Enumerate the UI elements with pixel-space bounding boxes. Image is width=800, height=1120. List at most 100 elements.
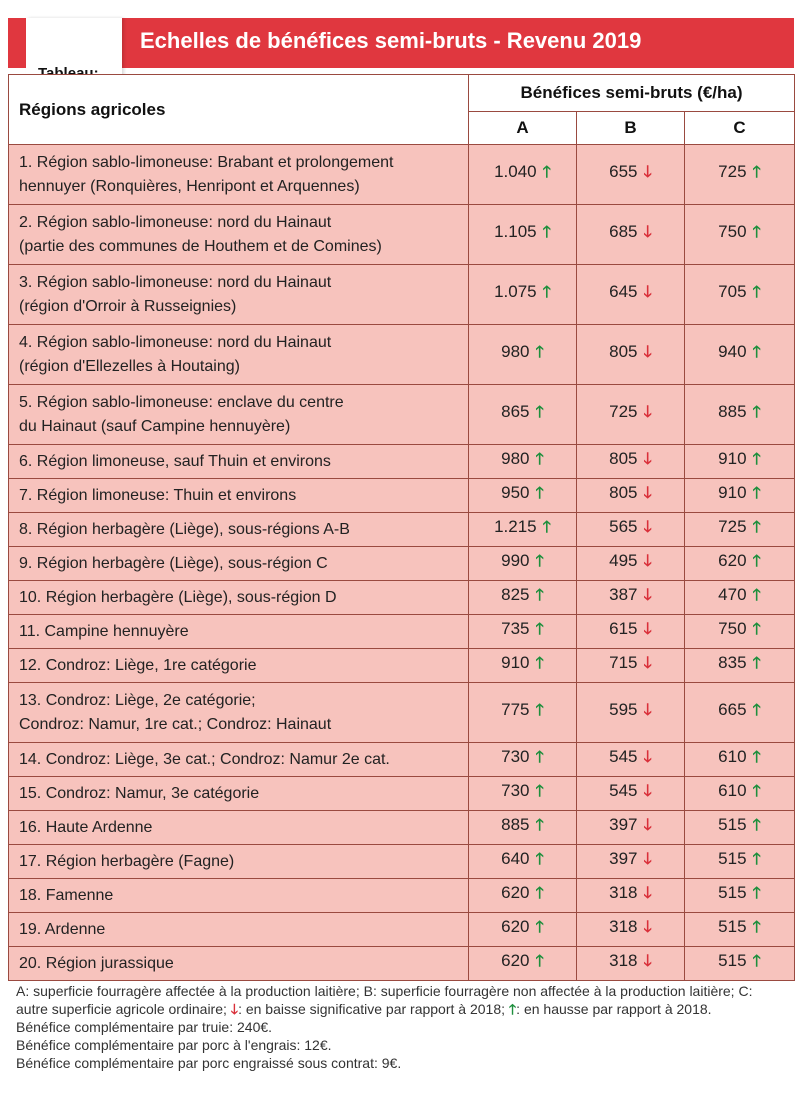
value-b: 685	[609, 222, 638, 241]
title-banner: Tableau: Echelles de bénéfices semi-brut…	[8, 18, 794, 88]
region-cell: 9. Région herbagère (Liège), sous-région…	[8, 546, 469, 581]
value-a: 825	[501, 585, 530, 604]
region-line: (région d'Ellezelles à Houtaing)	[19, 357, 240, 375]
value-cell-c: 885 🡑	[683, 384, 796, 445]
red-down-arrow-icon: 🡓	[643, 284, 652, 301]
value-cell-c: 515 🡑	[683, 912, 796, 947]
table-row: 2. Région sablo-limoneuse: nord du Haina…	[8, 204, 796, 265]
value-cell-a: 1.075 🡑	[468, 264, 577, 325]
region-cell: 18. Famenne	[8, 878, 469, 913]
region-line: 17. Région herbagère (Fagne)	[19, 852, 235, 870]
red-down-arrow-icon: 🡓	[643, 817, 652, 834]
footnotes: A: superficie fourragère affectée à la p…	[16, 982, 786, 1072]
value-c: 665	[718, 700, 747, 719]
region-line: 4. Région sablo-limoneuse: nord du Haina…	[19, 333, 332, 351]
value-a: 620	[501, 917, 530, 936]
value-cell-c: 620 🡑	[683, 546, 796, 581]
region-line: 18. Famenne	[19, 886, 114, 904]
value-cell-b: 685 🡓	[576, 204, 685, 265]
red-down-arrow-icon: 🡓	[643, 164, 652, 181]
region-cell: 17. Région herbagère (Fagne)	[8, 844, 469, 879]
red-down-arrow-icon: 🡓	[643, 519, 652, 536]
value-a: 980	[501, 342, 530, 361]
value-b: 495	[609, 551, 638, 570]
value-cell-b: 397 🡓	[576, 810, 685, 845]
region-line: 16. Haute Ardenne	[19, 818, 153, 836]
green-up-arrow-icon: 🡑	[542, 164, 551, 181]
value-cell-b: 545 🡓	[576, 742, 685, 777]
table-row: 1. Région sablo-limoneuse: Brabant et pr…	[8, 144, 796, 205]
green-up-arrow-icon: 🡑	[752, 164, 761, 181]
value-b: 397	[609, 849, 638, 868]
value-cell-a: 980 🡑	[468, 444, 577, 479]
green-up-arrow-icon: 🡑	[535, 621, 544, 638]
region-line: 8. Région herbagère (Liège), sous-région…	[19, 520, 350, 538]
region-cell: 19. Ardenne	[8, 912, 469, 947]
benefits-group-header: Bénéfices semi-bruts (€/ha)	[467, 74, 796, 112]
value-c: 515	[718, 849, 747, 868]
red-down-arrow-icon: 🡓	[643, 404, 652, 421]
region-line: 9. Région herbagère (Liège), sous-région…	[19, 554, 328, 572]
green-up-arrow-icon: 🡑	[535, 404, 544, 421]
value-c: 515	[718, 883, 747, 902]
value-cell-c: 750 🡑	[683, 204, 796, 265]
value-b: 715	[609, 653, 638, 672]
green-up-arrow-icon: 🡑	[752, 702, 761, 719]
value-cell-c: 515 🡑	[683, 878, 796, 913]
green-up-arrow-icon: 🡑	[752, 817, 761, 834]
green-up-arrow-icon: 🡑	[535, 344, 544, 361]
region-line: 19. Ardenne	[19, 920, 106, 938]
value-cell-a: 620 🡑	[468, 946, 577, 981]
region-line: 15. Condroz: Namur, 3e catégorie	[19, 784, 260, 802]
value-cell-c: 515 🡑	[683, 844, 796, 879]
red-down-arrow-icon: 🡓	[643, 919, 652, 936]
table-row: 6. Région limoneuse, sauf Thuin et envir…	[8, 444, 796, 479]
region-line: 1. Région sablo-limoneuse: Brabant et pr…	[19, 153, 394, 171]
value-cell-c: 910 🡑	[683, 478, 796, 513]
value-c: 750	[718, 222, 747, 241]
value-a: 865	[501, 402, 530, 421]
green-up-arrow-icon: 🡑	[752, 587, 761, 604]
note-truie: Bénéfice complémentaire par truie: 240€.	[16, 1019, 273, 1035]
value-cell-a: 1.215 🡑	[468, 512, 577, 547]
red-down-arrow-icon: 🡓	[643, 485, 652, 502]
value-b: 655	[609, 162, 638, 181]
region-cell: 5. Région sablo-limoneuse: enclave du ce…	[8, 384, 469, 445]
table-row: 16. Haute Ardenne 885 🡑 397 🡓 515 🡑	[8, 810, 796, 845]
value-cell-a: 990 🡑	[468, 546, 577, 581]
value-b: 595	[609, 700, 638, 719]
green-up-arrow-icon: 🡑	[752, 344, 761, 361]
region-line: 14. Condroz: Liège, 3e cat.; Condroz: Na…	[19, 750, 390, 768]
red-down-arrow-icon: 🡓	[643, 344, 652, 361]
value-cell-b: 805 🡓	[576, 324, 685, 385]
green-up-arrow-icon: 🡑	[752, 783, 761, 800]
table-row: 5. Région sablo-limoneuse: enclave du ce…	[8, 384, 796, 445]
value-cell-b: 615 🡓	[576, 614, 685, 649]
table-row: 4. Région sablo-limoneuse: nord du Haina…	[8, 324, 796, 385]
region-line: 20. Région jurassique	[19, 954, 174, 972]
green-up-arrow-icon: 🡑	[542, 224, 551, 241]
green-up-arrow-icon: 🡑	[752, 404, 761, 421]
value-c: 750	[718, 619, 747, 638]
value-c: 610	[718, 781, 747, 800]
green-up-arrow-icon: 🡑	[752, 655, 761, 672]
value-cell-c: 515 🡑	[683, 946, 796, 981]
red-down-arrow-icon: 🡓	[643, 702, 652, 719]
region-line: 11. Campine hennuyère	[19, 622, 189, 640]
value-b: 805	[609, 483, 638, 502]
table-row: 12. Condroz: Liège, 1re catégorie 910 🡑 715…	[8, 648, 796, 683]
legend-up-text: : en hausse par rapport à 2018.	[516, 1001, 712, 1017]
value-a: 1.105	[494, 222, 537, 241]
value-cell-c: 725 🡑	[683, 512, 796, 547]
region-line: 13. Condroz: Liège, 2e catégorie;	[19, 691, 256, 709]
region-column-header: Régions agricoles	[8, 74, 469, 145]
table-body: 1. Région sablo-limoneuse: Brabant et pr…	[8, 144, 796, 981]
green-up-arrow-icon: 🡑	[508, 1001, 517, 1017]
table-row: 15. Condroz: Namur, 3e catégorie 730 🡑 545 🡓…	[8, 776, 796, 811]
green-up-arrow-icon: 🡑	[752, 885, 761, 902]
green-up-arrow-icon: 🡑	[535, 553, 544, 570]
value-c: 885	[718, 402, 747, 421]
value-a: 775	[501, 700, 530, 719]
green-up-arrow-icon: 🡑	[752, 953, 761, 970]
value-b: 615	[609, 619, 638, 638]
